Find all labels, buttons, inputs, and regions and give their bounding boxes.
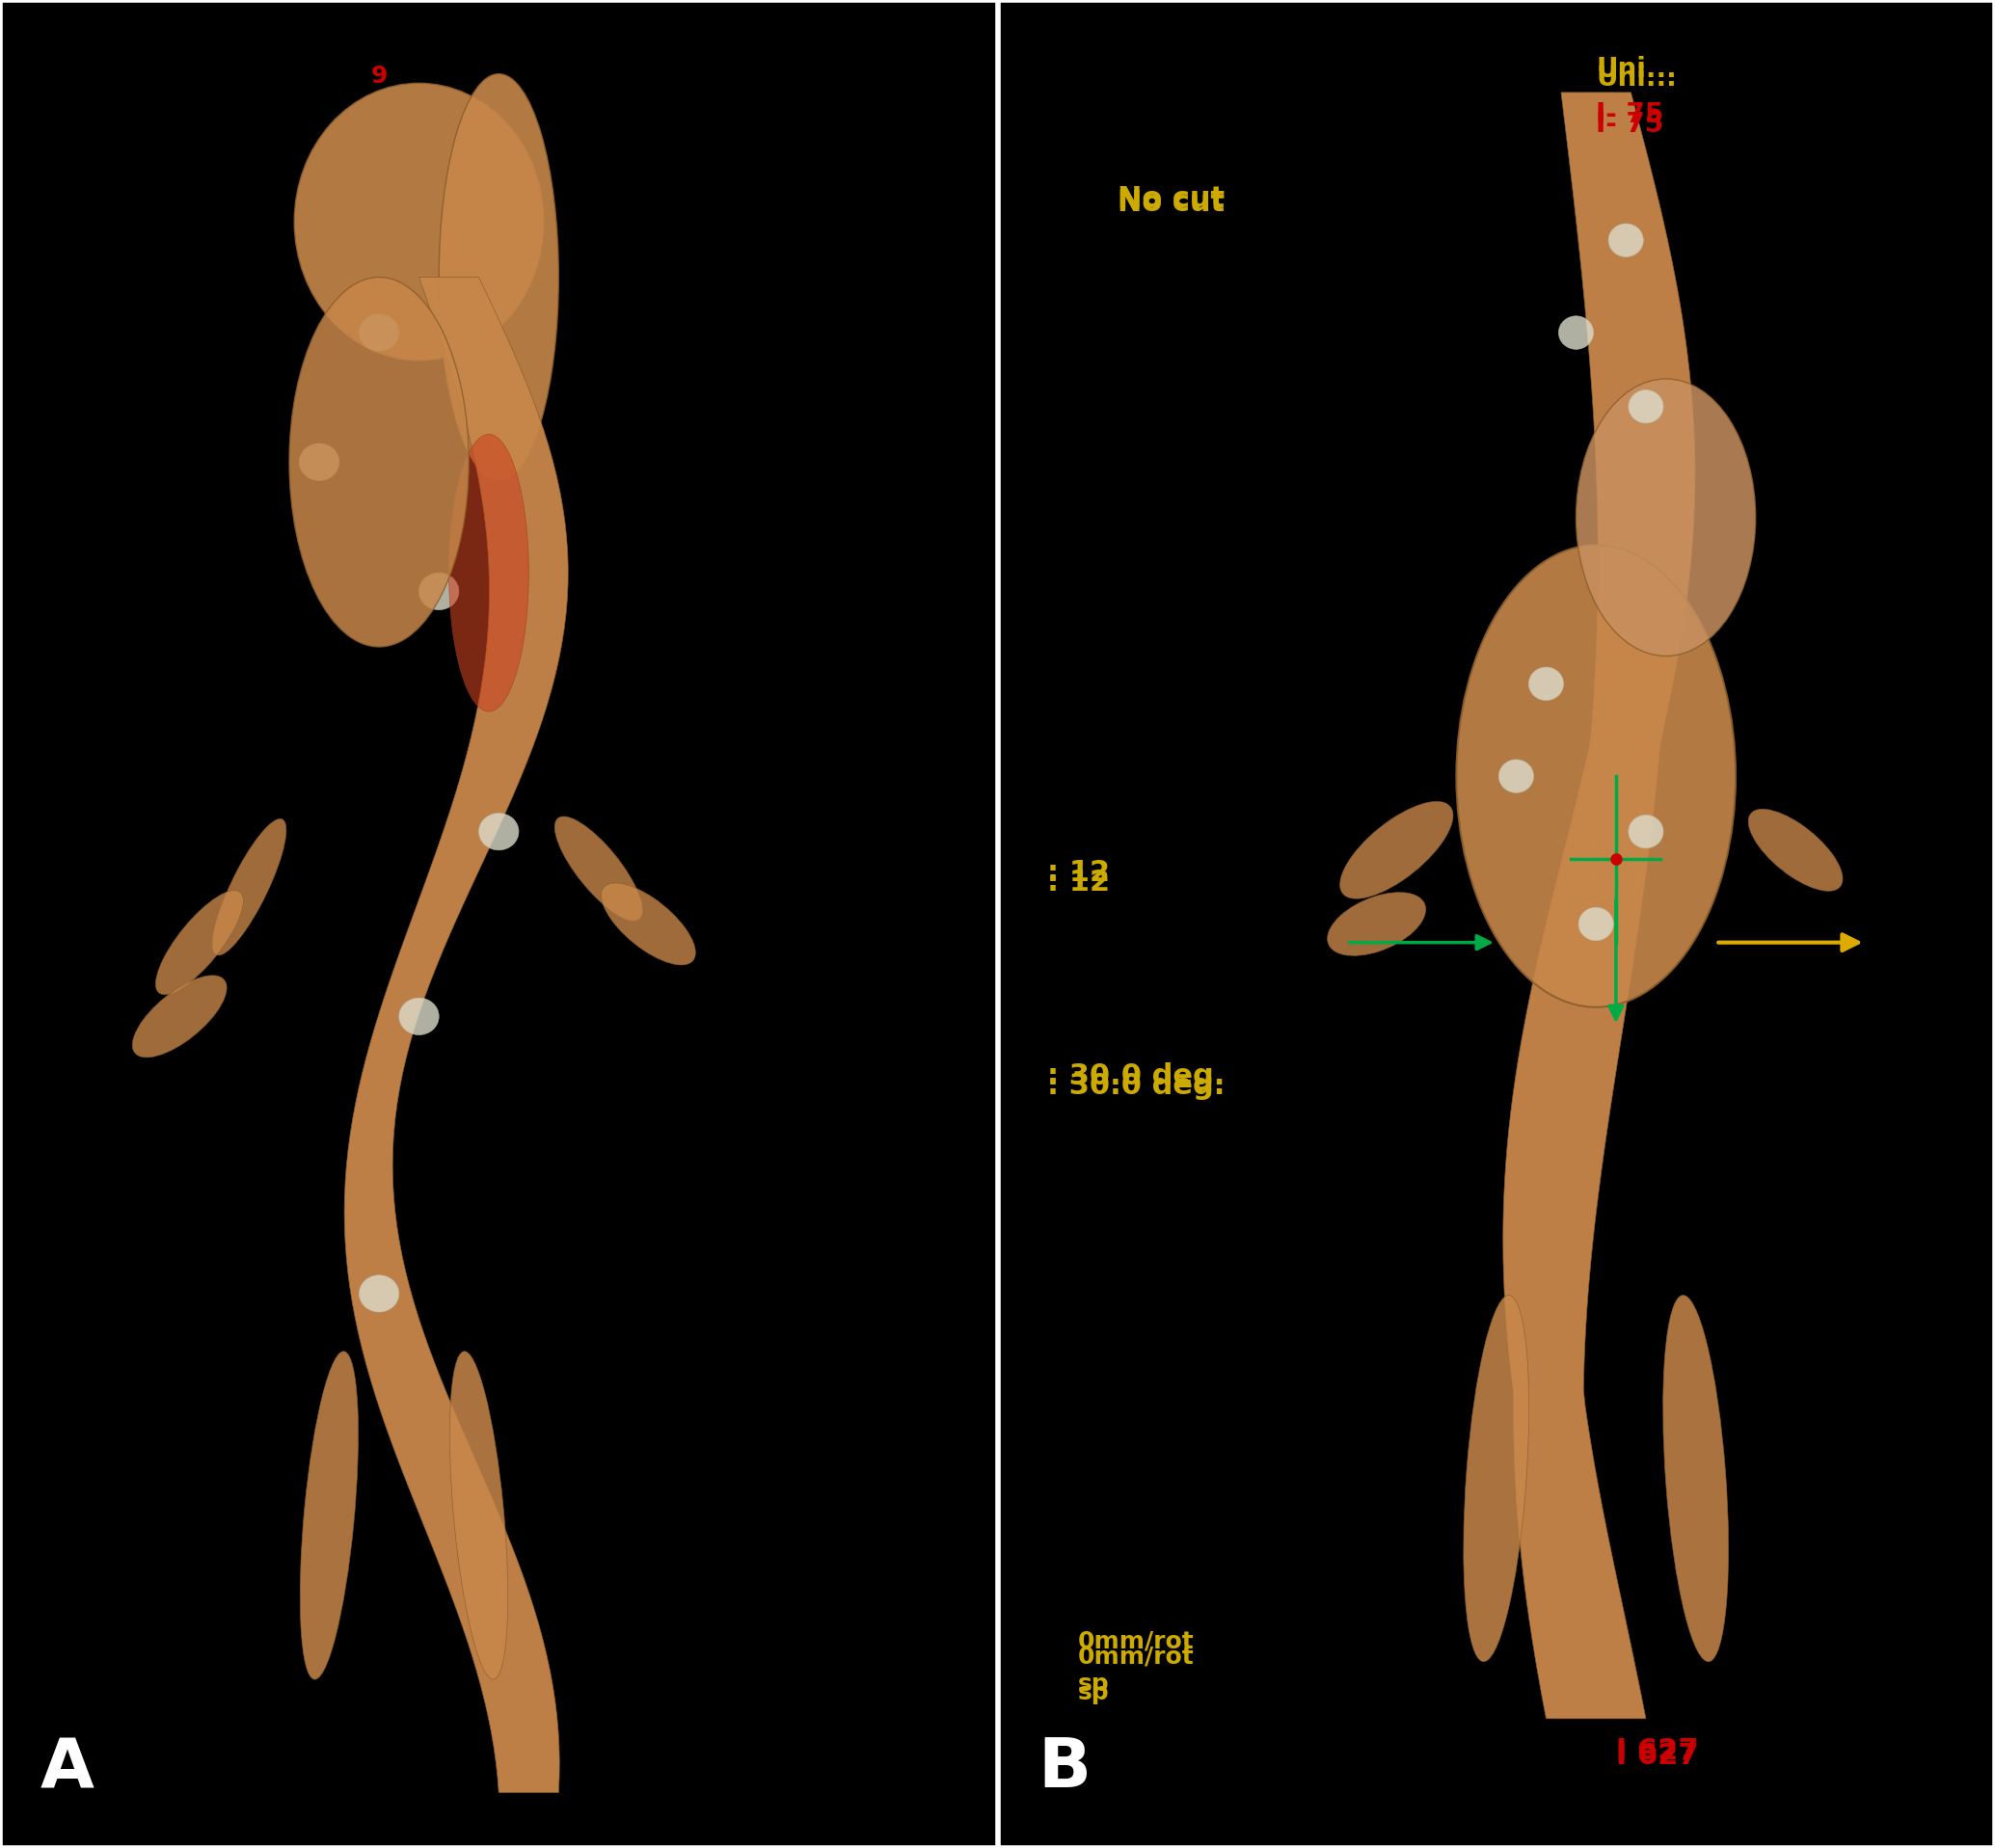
Ellipse shape bbox=[1628, 390, 1664, 423]
Text: A: A bbox=[40, 1735, 94, 1802]
Ellipse shape bbox=[1498, 760, 1534, 793]
Text: No cut: No cut bbox=[1117, 188, 1225, 216]
Text: : 30.0 deg.: : 30.0 deg. bbox=[1047, 1063, 1225, 1090]
Text: : 12: : 12 bbox=[1047, 859, 1109, 887]
Ellipse shape bbox=[1528, 667, 1564, 700]
Text: I- 75: I- 75 bbox=[1596, 111, 1664, 139]
Ellipse shape bbox=[555, 817, 642, 920]
Ellipse shape bbox=[1576, 379, 1756, 656]
Ellipse shape bbox=[299, 444, 339, 480]
Ellipse shape bbox=[399, 998, 439, 1035]
Ellipse shape bbox=[289, 277, 469, 647]
Ellipse shape bbox=[1748, 809, 1843, 891]
Ellipse shape bbox=[1327, 893, 1426, 955]
Text: I 627: I 627 bbox=[1616, 1743, 1698, 1770]
Text: Uni...: Uni... bbox=[1596, 55, 1676, 83]
Text: 0mm/rot: 0mm/rot bbox=[1077, 1630, 1193, 1654]
Ellipse shape bbox=[1628, 815, 1664, 848]
Ellipse shape bbox=[1664, 1295, 1728, 1661]
Text: B: B bbox=[1037, 1735, 1091, 1802]
Ellipse shape bbox=[419, 573, 459, 610]
Ellipse shape bbox=[359, 1275, 399, 1312]
Text: 0mm/rot: 0mm/rot bbox=[1077, 1645, 1193, 1669]
Ellipse shape bbox=[449, 434, 529, 711]
Ellipse shape bbox=[600, 883, 696, 965]
Polygon shape bbox=[1502, 92, 1696, 1719]
Text: Uni...: Uni... bbox=[1596, 65, 1676, 92]
Ellipse shape bbox=[1608, 224, 1644, 257]
Text: : 30.0 deg.: : 30.0 deg. bbox=[1047, 1072, 1225, 1100]
Text: 9: 9 bbox=[371, 65, 387, 89]
Text: sp: sp bbox=[1077, 1682, 1109, 1706]
Ellipse shape bbox=[1341, 802, 1452, 898]
Polygon shape bbox=[345, 277, 569, 1793]
Ellipse shape bbox=[295, 83, 543, 360]
Text: sp: sp bbox=[1077, 1672, 1109, 1696]
Ellipse shape bbox=[1464, 1295, 1528, 1661]
Ellipse shape bbox=[1456, 545, 1736, 1007]
Ellipse shape bbox=[479, 813, 519, 850]
Ellipse shape bbox=[213, 819, 285, 955]
Ellipse shape bbox=[156, 891, 243, 994]
Text: No cut: No cut bbox=[1117, 185, 1225, 213]
Ellipse shape bbox=[1558, 316, 1594, 349]
Ellipse shape bbox=[359, 314, 399, 351]
Ellipse shape bbox=[1578, 907, 1614, 941]
Text: I- 75: I- 75 bbox=[1596, 102, 1664, 129]
Text: I 627: I 627 bbox=[1616, 1737, 1698, 1765]
Ellipse shape bbox=[449, 1351, 509, 1680]
Ellipse shape bbox=[299, 1351, 359, 1680]
Ellipse shape bbox=[439, 74, 559, 480]
Ellipse shape bbox=[132, 976, 227, 1057]
Text: : 12: : 12 bbox=[1047, 869, 1109, 896]
